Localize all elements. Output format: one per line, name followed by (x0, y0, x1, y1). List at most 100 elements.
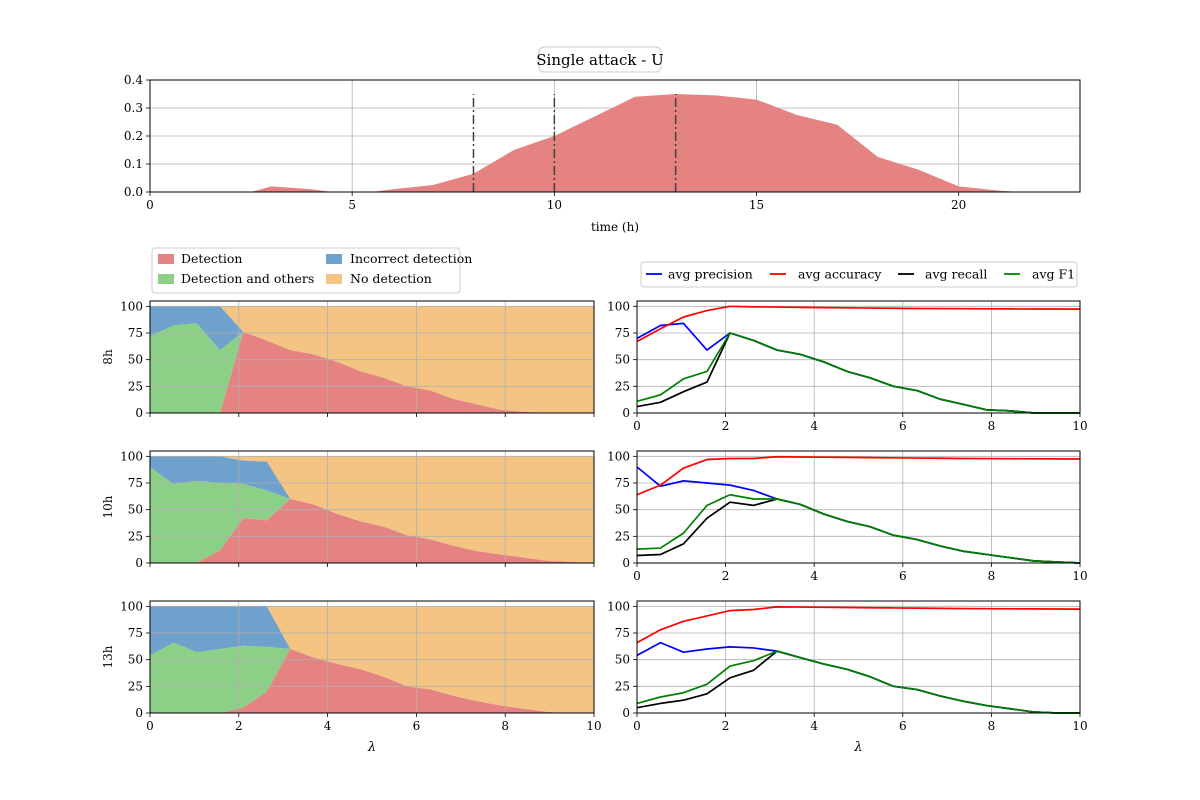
top-ytick-label-4: 0.4 (124, 73, 143, 87)
left-panel-2-xtick-label-1: 2 (235, 719, 243, 733)
left-panel-2-xtick-label-2: 4 (324, 719, 332, 733)
right-panel-1-ytick-label-1: 25 (615, 529, 630, 543)
top-ytick-label-2: 0.2 (124, 129, 143, 143)
right-panel-2-xtick-label-3: 6 (899, 719, 907, 733)
right-panel-2-xtick-label-4: 8 (988, 719, 996, 733)
top-xtick-label-1: 5 (348, 198, 356, 212)
top-ytick-label-1: 0.1 (124, 157, 143, 171)
left-xlabel: λ (367, 740, 376, 755)
left-panel-2-ytick-label-0: 0 (135, 706, 143, 720)
legend-swatch-detection (158, 254, 174, 264)
top-xlabel: time (h) (591, 220, 639, 234)
left-panel-1-ytick-label-1: 25 (128, 529, 143, 543)
left-panel-2-xtick-label-3: 6 (413, 719, 421, 733)
top-xtick-label-4: 20 (951, 198, 966, 212)
top-xtick-label-3: 15 (749, 198, 764, 212)
left-panel-2-xtick-label-4: 8 (501, 719, 509, 733)
right-panel-2-line-avg-precision (636, 641, 1080, 714)
legend-label-avg-f1: avg F1 (1032, 267, 1075, 282)
left-panel-0-ytick-label-1: 25 (128, 379, 143, 393)
left-panel-1-area-detection (150, 499, 594, 563)
left-panel-1-ytick-label-3: 75 (128, 476, 143, 490)
right-panel-1-line-avg-f1 (636, 493, 1081, 564)
left-panel-2-axes-frame (149, 600, 595, 714)
left-panel-0-ytick-label-3: 75 (128, 326, 143, 340)
left-panel-1-ytick-label-2: 50 (128, 503, 143, 517)
right-panel-2-xtick-label-5: 10 (1072, 719, 1087, 733)
right-panel-2-axes-frame (636, 600, 1081, 714)
legend-label-avg-accuracy: avg accuracy (798, 267, 882, 282)
legend-swatch-no-detection (326, 274, 342, 284)
left-panel-0-area-detection-and-others (150, 323, 594, 413)
right-panel-1-xtick-label-1: 2 (722, 569, 730, 583)
right-panel-2-xtick-label-0: 0 (633, 719, 641, 733)
right-panel-1-ytick-label-2: 50 (615, 503, 630, 517)
left-panel-1-area-detection-and-others (150, 467, 594, 563)
figure-title: Single attack - U (536, 46, 664, 73)
right-panel-1-ytick-label-0: 0 (622, 556, 630, 570)
left-panel-0-ytick-label-2: 50 (128, 353, 143, 367)
right-panel-1-line-avg-precision (636, 466, 1081, 564)
top-xtick-label-2: 10 (547, 198, 562, 212)
left-panel-1-ylabel: 10h (101, 495, 115, 518)
right-panel-2-ytick-label-0: 0 (622, 706, 630, 720)
right-panel-0-xtick-label-0: 0 (633, 419, 641, 433)
left-panel-0-area-incorrect-detection (150, 306, 594, 413)
legend-label-incorrect-detection: Incorrect detection (350, 251, 472, 266)
right-panel-0-ytick-label-1: 25 (615, 379, 630, 393)
top-ytick-label-3: 0.3 (124, 101, 143, 115)
top-ytick-label-0: 0.0 (124, 185, 143, 199)
title-box (538, 46, 662, 73)
legend-label-avg-precision: avg precision (668, 267, 753, 282)
right-panel-0-axes-frame (636, 300, 1081, 414)
right-panel-1-line-avg-accuracy (636, 455, 1081, 496)
right-panel-2-xtick-label-1: 2 (722, 719, 730, 733)
title-text: Single attack - U (536, 51, 663, 69)
top-area-series (150, 94, 1080, 192)
right-panel-0-line-avg-precision (636, 322, 1080, 414)
left-panel-2-ytick-label-1: 25 (128, 679, 143, 693)
left-panel-2-xtick-label-5: 10 (586, 719, 601, 733)
left-panel-0-ytick-label-4: 100 (120, 299, 143, 313)
right-panel-0-xtick-label-4: 8 (988, 419, 996, 433)
legend-label-detection: Detection (181, 251, 242, 266)
right-panel-1-xtick-label-2: 4 (810, 569, 818, 583)
left-panel-2-area-detection (150, 649, 594, 713)
right-panel-2-xtick-label-2: 4 (810, 719, 818, 733)
legend-label-avg-recall: avg recall (925, 267, 987, 282)
right-panel-0-ytick-label-2: 50 (615, 353, 630, 367)
right-panel-1-axes-frame (636, 450, 1081, 564)
left-panel-2-ylabel: 13h (101, 645, 115, 668)
right-panel-0-ytick-label-4: 100 (607, 299, 630, 313)
right-panel-2-line-avg-f1 (636, 650, 1080, 714)
right-panel-2-line-avg-accuracy (636, 606, 1081, 644)
right-panel-2-ytick-label-3: 75 (615, 626, 630, 640)
top-xtick-label-0: 0 (146, 198, 154, 212)
left-panel-0-area-detection (150, 331, 594, 413)
right-panel-0-line-avg-accuracy (636, 305, 1081, 343)
right-panel-1-xtick-label-5: 10 (1072, 569, 1087, 583)
right-panel-1-xtick-label-4: 8 (988, 569, 996, 583)
right-panel-2-ytick-label-1: 25 (615, 679, 630, 693)
right-panel-2-line-avg-recall (636, 650, 1080, 714)
right-panel-1-ytick-label-4: 100 (607, 449, 630, 463)
right-panel-0-xtick-label-1: 2 (722, 419, 730, 433)
left-panel-2-ytick-label-4: 100 (120, 599, 143, 613)
left-panel-0-ylabel: 8h (101, 349, 115, 365)
right-panel-1-ytick-label-3: 75 (615, 476, 630, 490)
right-panel-2-ytick-label-4: 100 (607, 599, 630, 613)
left-panel-0-ytick-label-0: 0 (135, 406, 143, 420)
right-panel-0-xtick-label-3: 6 (899, 419, 907, 433)
left-panel-1-axes-frame (149, 450, 595, 564)
right-panel-2-ytick-label-2: 50 (615, 653, 630, 667)
legend-label-detection-and-others: Detection and others (181, 271, 314, 286)
right-xlabel: λ (853, 740, 862, 755)
right-panel-0-ytick-label-0: 0 (622, 406, 630, 420)
right-legend: avg precision avg accuracy avg recall av… (640, 261, 1078, 288)
left-legend-box (151, 247, 461, 294)
right-panel-1-xtick-label-0: 0 (633, 569, 641, 583)
legend-swatch-incorrect-detection (326, 254, 342, 264)
